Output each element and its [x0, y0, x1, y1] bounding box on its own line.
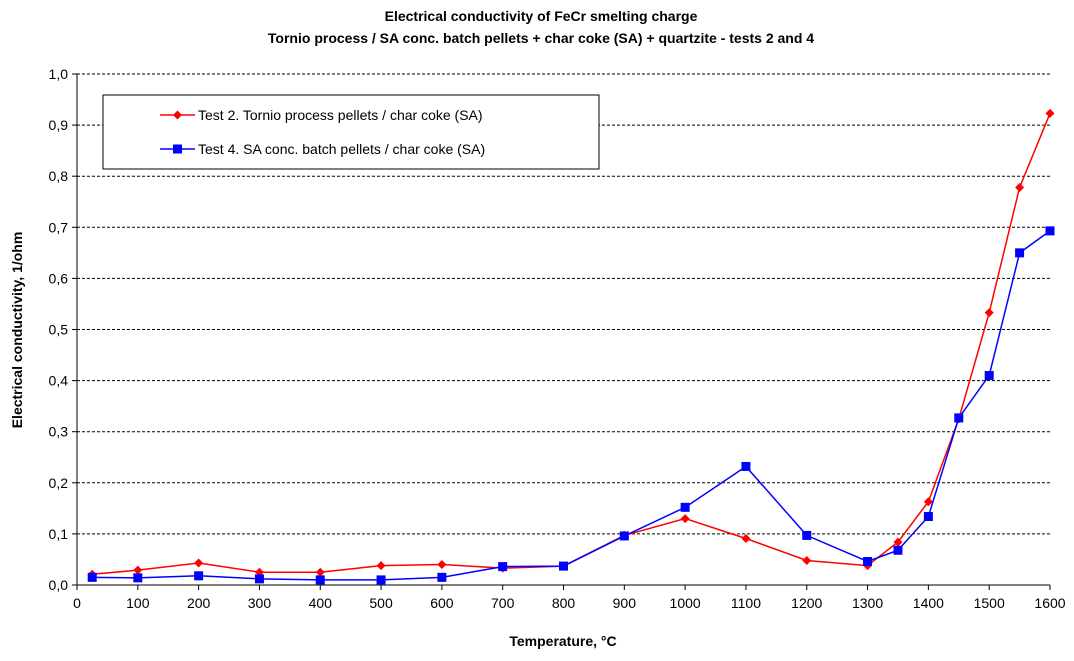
- data-point: [437, 560, 447, 570]
- x-tick-label: 500: [369, 595, 393, 611]
- data-point: [1015, 248, 1025, 258]
- x-tick-label: 1000: [670, 595, 701, 611]
- axes: 0,0 0,1 0,2 0,3 0,4 0,5 0,6 0,7 0,8 0,9 1,0 0 100 200…: [49, 66, 1066, 611]
- data-point: [194, 558, 204, 568]
- y-tick-label: 0,8: [49, 168, 69, 184]
- data-point: [87, 572, 97, 582]
- y-tick-label: 0,4: [49, 373, 69, 389]
- series-layer: [87, 108, 1055, 585]
- x-tick-label: 100: [126, 595, 150, 611]
- x-tick-label: 1300: [852, 595, 883, 611]
- data-point: [984, 308, 994, 318]
- data-point: [863, 556, 873, 566]
- y-tick-label: 0,3: [49, 424, 69, 440]
- x-tick-label: 1500: [974, 595, 1005, 611]
- y-tick-label: 0,0: [49, 577, 69, 593]
- x-tick-label: 1200: [791, 595, 822, 611]
- chart-title: Electrical conductivity of FeCr smelting…: [385, 8, 698, 24]
- legend-box: [102, 94, 600, 170]
- x-tick-label: 400: [309, 595, 333, 611]
- y-tick-label: 0,6: [49, 270, 69, 286]
- x-tick-label: 600: [430, 595, 454, 611]
- data-point: [802, 555, 812, 565]
- data-point: [741, 533, 751, 543]
- data-point: [741, 461, 751, 471]
- x-tick-label: 900: [613, 595, 637, 611]
- data-point: [1045, 226, 1055, 236]
- data-point: [254, 574, 264, 584]
- x-tick-label: 200: [187, 595, 211, 611]
- data-point: [984, 370, 994, 380]
- data-point: [315, 567, 325, 577]
- data-point: [133, 565, 143, 575]
- data-point: [1015, 182, 1025, 192]
- data-point: [194, 571, 204, 581]
- data-point: [376, 561, 386, 571]
- x-axis-title: Temperature, °C: [509, 633, 616, 649]
- x-tick-label: 700: [491, 595, 515, 611]
- data-point: [680, 502, 690, 512]
- data-point: [133, 573, 143, 583]
- x-tick-label: 1600: [1034, 595, 1065, 611]
- series-2: [87, 226, 1055, 585]
- legend-label: Test 2. Tornio process pellets / char co…: [198, 107, 483, 123]
- y-tick-label: 0,9: [49, 117, 69, 133]
- x-tick-label: 800: [552, 595, 576, 611]
- legend-label: Test 4. SA conc. batch pellets / char co…: [198, 141, 485, 157]
- data-point: [923, 512, 933, 522]
- legend-marker: [173, 110, 182, 120]
- data-point: [893, 545, 903, 555]
- data-point: [680, 514, 690, 524]
- x-tick-label: 0: [73, 595, 81, 611]
- chart-subtitle: Tornio process / SA conc. batch pellets …: [268, 30, 814, 46]
- data-point: [954, 413, 964, 423]
- data-point: [559, 561, 568, 571]
- data-point: [498, 562, 508, 572]
- data-point: [437, 572, 447, 582]
- legend-marker: [173, 144, 182, 154]
- series-line: [92, 230, 1051, 581]
- y-tick-label: 1,0: [49, 66, 69, 82]
- x-tick-label: 1400: [913, 595, 944, 611]
- legend: Test 2. Tornio process pellets / char co…: [102, 94, 600, 170]
- data-point: [1045, 108, 1055, 118]
- data-point: [376, 575, 386, 585]
- y-tick-label: 0,1: [49, 526, 69, 542]
- y-tick-label: 0,7: [49, 219, 69, 235]
- data-point: [923, 497, 933, 507]
- series-1: [87, 108, 1055, 579]
- y-tick-label: 0,2: [49, 475, 69, 491]
- data-point: [802, 530, 812, 540]
- data-point: [893, 537, 903, 547]
- data-point: [315, 575, 325, 585]
- series-line: [92, 113, 1051, 576]
- x-tick-label: 1100: [731, 595, 761, 611]
- y-axis-title: Electrical conductivity, 1/ohm: [9, 232, 25, 429]
- x-tick-label: 300: [248, 595, 272, 611]
- data-point: [619, 531, 629, 541]
- y-tick-label: 0,5: [49, 322, 69, 338]
